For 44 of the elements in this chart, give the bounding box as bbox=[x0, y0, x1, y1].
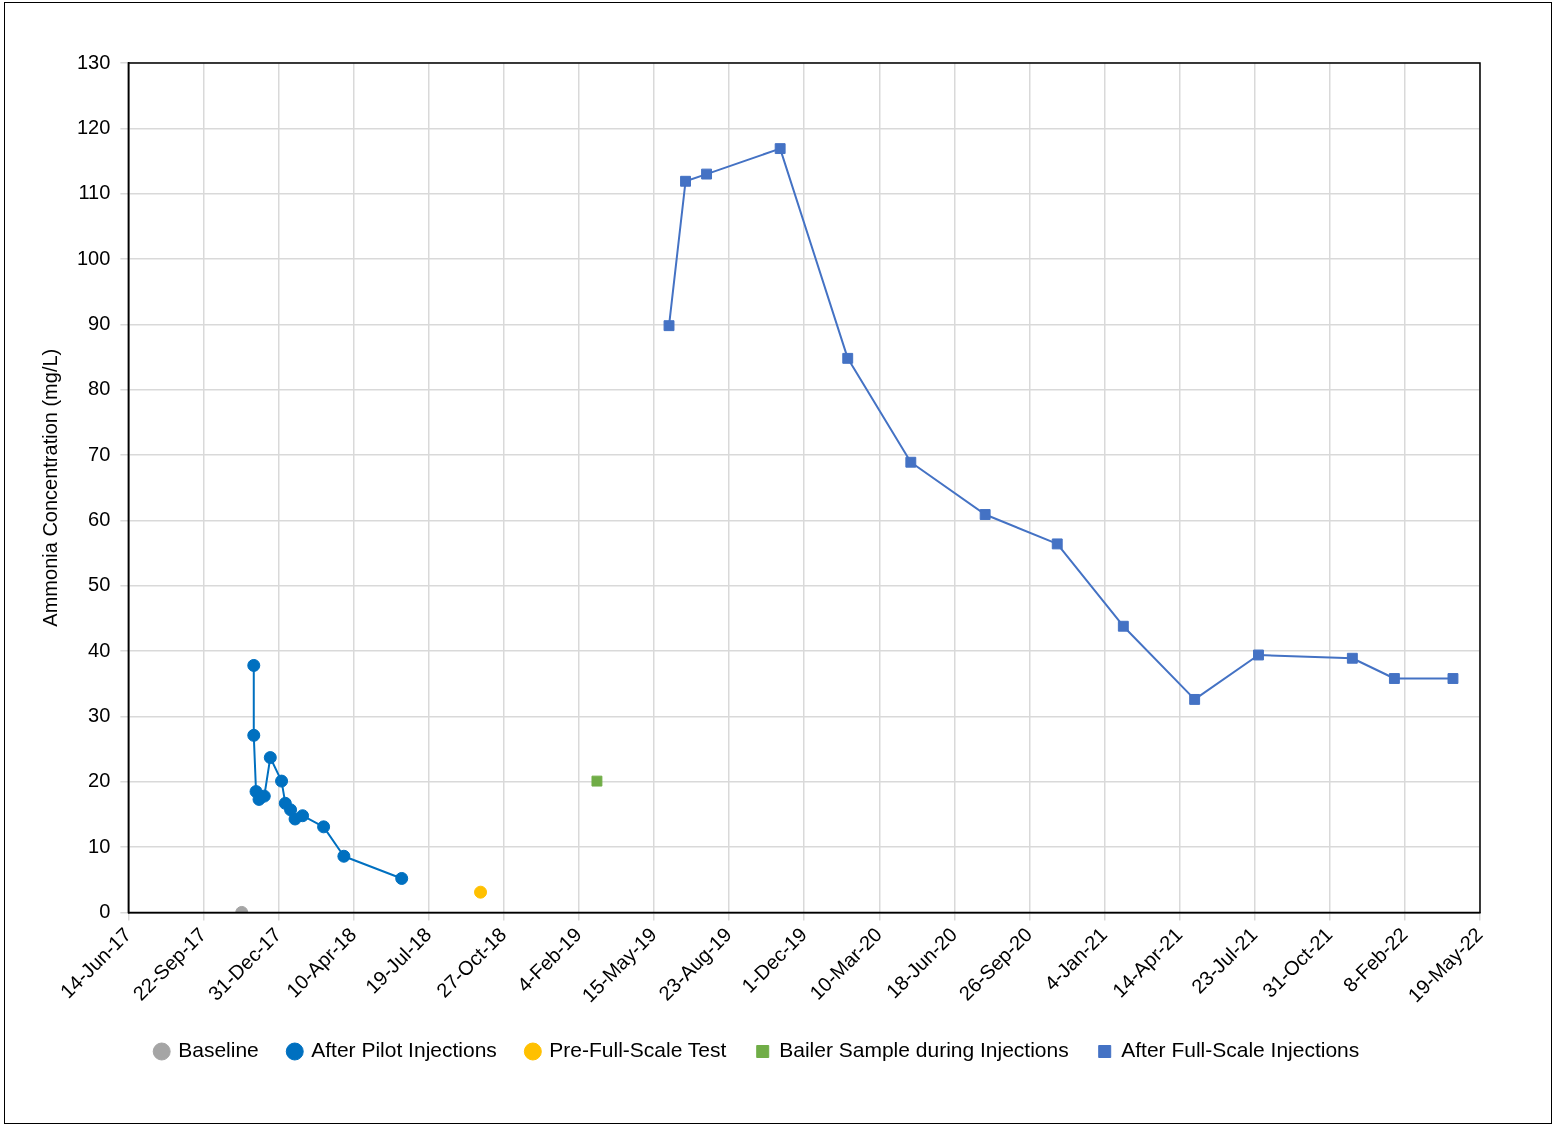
y-tick-label: 90 bbox=[88, 311, 111, 334]
y-tick-label: 70 bbox=[88, 442, 111, 465]
point bbox=[247, 728, 261, 742]
y-tick-label: 80 bbox=[88, 377, 111, 400]
y-tick-label: 110 bbox=[78, 181, 111, 204]
y-tick-label: 30 bbox=[88, 703, 111, 726]
point bbox=[1189, 693, 1201, 705]
legend-label: Baseline bbox=[178, 1038, 259, 1062]
point bbox=[591, 775, 603, 787]
y-tick-label: 10 bbox=[88, 834, 111, 857]
point bbox=[774, 143, 786, 155]
legend-label: After Full-Scale Injections bbox=[1121, 1038, 1360, 1062]
point bbox=[979, 509, 991, 520]
y-tick-label: 0 bbox=[99, 899, 111, 922]
y-tick-label: 60 bbox=[88, 507, 111, 530]
legend-label: After Pilot Injections bbox=[311, 1038, 497, 1062]
y-axis-title: Ammonia Concentration (mg/L) bbox=[38, 348, 61, 627]
point bbox=[317, 820, 331, 834]
point bbox=[1388, 673, 1400, 684]
point bbox=[247, 658, 261, 672]
point bbox=[842, 352, 854, 364]
point bbox=[1447, 673, 1459, 684]
y-tick-label: 20 bbox=[88, 769, 111, 792]
point bbox=[263, 751, 277, 765]
point bbox=[1051, 538, 1063, 550]
point bbox=[1346, 652, 1358, 664]
point bbox=[395, 871, 409, 885]
y-tick-label: 50 bbox=[88, 573, 111, 596]
y-tick-label: 120 bbox=[76, 115, 111, 138]
point bbox=[296, 809, 310, 823]
point bbox=[905, 456, 917, 468]
point bbox=[337, 849, 351, 863]
point bbox=[474, 885, 488, 899]
point bbox=[680, 175, 691, 187]
point bbox=[663, 320, 675, 332]
point bbox=[275, 774, 289, 788]
y-tick-label: 40 bbox=[88, 638, 111, 661]
legend-label: Bailer Sample during Injections bbox=[779, 1038, 1069, 1062]
point bbox=[1253, 649, 1264, 661]
legend-label: Pre-Full-Scale Test bbox=[549, 1038, 727, 1062]
y-tick-label: 100 bbox=[76, 246, 111, 269]
y-tick-label: 130 bbox=[76, 50, 111, 73]
point bbox=[701, 168, 713, 180]
point bbox=[1117, 620, 1129, 632]
